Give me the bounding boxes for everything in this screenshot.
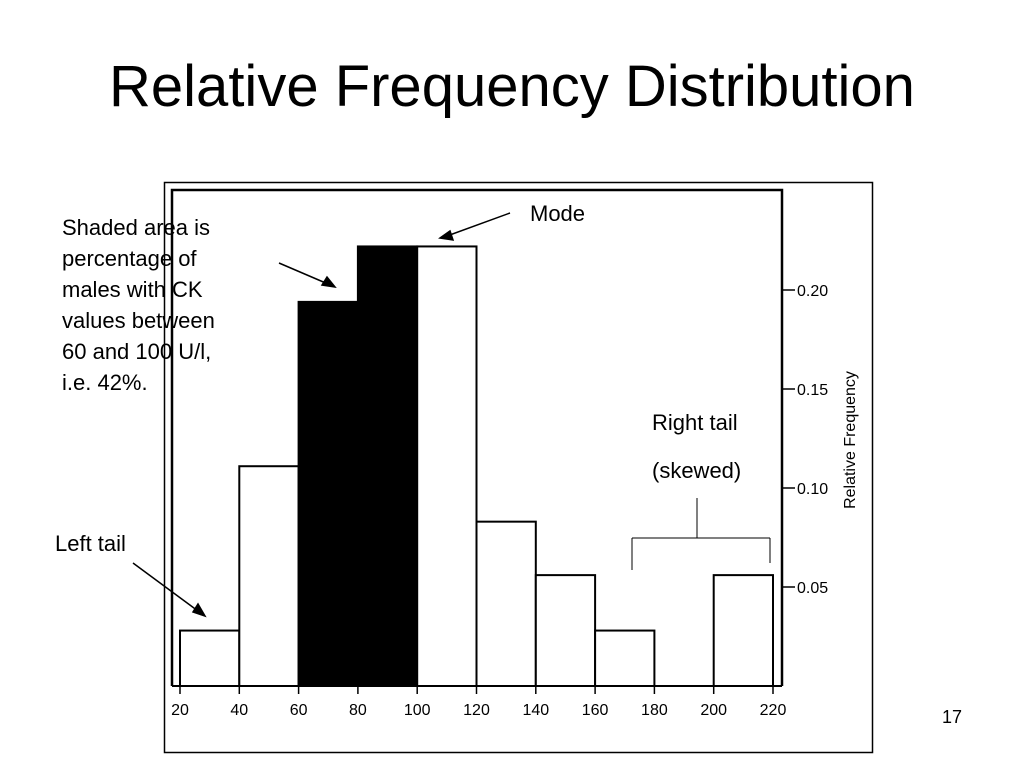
- annotation-line: 60 and 100 U/l,: [62, 339, 212, 364]
- histogram-bar: [534, 574, 597, 687]
- y-ticks-layer: 0.05 0.10 0.15 0.20: [782, 283, 828, 597]
- annotation-line: values between: [62, 308, 215, 333]
- left-tail-annotation: Left tail: [55, 531, 126, 556]
- y-tick-label: 0.05: [797, 580, 828, 597]
- x-tick-label: 100: [404, 702, 431, 719]
- histogram-bar: [238, 465, 300, 687]
- plot-box-edge: [170, 188, 784, 686]
- y-tick-label: 0.20: [797, 283, 828, 300]
- annotation-line: males with CK: [62, 277, 203, 302]
- mode-annotation: Mode: [530, 201, 586, 226]
- histogram-bar: [416, 245, 478, 687]
- x-tick-label: 20: [171, 702, 189, 719]
- histogram-bar: [179, 629, 241, 687]
- chart-outer-frame: [163, 181, 874, 754]
- x-tick-label: 160: [582, 702, 609, 719]
- histogram-bar: [712, 574, 775, 687]
- x-tick-label: 200: [700, 702, 727, 719]
- y-tick-label: 0.10: [797, 481, 828, 498]
- x-tick-label: 40: [230, 702, 248, 719]
- left-tail-arrow: [132, 562, 207, 618]
- x-tick-label: 80: [349, 702, 367, 719]
- bars-layer: [179, 245, 775, 687]
- right-tail-annotation: Right tail (skewed): [652, 399, 741, 495]
- histogram-bar: [475, 520, 537, 687]
- shaded-area-annotation: Shaded area is percentage of males with …: [62, 212, 215, 398]
- x-tick-label: 140: [522, 702, 549, 719]
- shaded-area-arrow: [278, 262, 337, 289]
- histogram-bar: [594, 629, 656, 687]
- slide-title: Relative Frequency Distribution: [109, 54, 915, 119]
- x-tick-label: 180: [641, 702, 668, 719]
- histogram-bar-shaded: [297, 300, 359, 687]
- annotation-line: Right tail: [652, 410, 738, 435]
- histogram-bar-shaded: [356, 245, 419, 687]
- y-tick-label: 0.15: [797, 382, 828, 399]
- x-tick-label: 120: [463, 702, 490, 719]
- annotation-line: (skewed): [652, 458, 742, 483]
- annotation-line: i.e. 42%.: [62, 370, 148, 395]
- x-tick-label: 60: [290, 702, 308, 719]
- annotation-line: percentage of: [62, 246, 197, 271]
- mode-arrow: [438, 212, 511, 241]
- page-number: 17: [942, 707, 963, 727]
- y-axis-label: Relative Frequency: [842, 371, 859, 509]
- right-tail-bracket: [631, 498, 771, 570]
- x-tick-label: 220: [760, 702, 787, 719]
- x-ticks-layer: 20 40 60 80 100 120 140 160 180 200 220: [171, 686, 786, 719]
- annotation-line: Shaded area is: [62, 215, 210, 240]
